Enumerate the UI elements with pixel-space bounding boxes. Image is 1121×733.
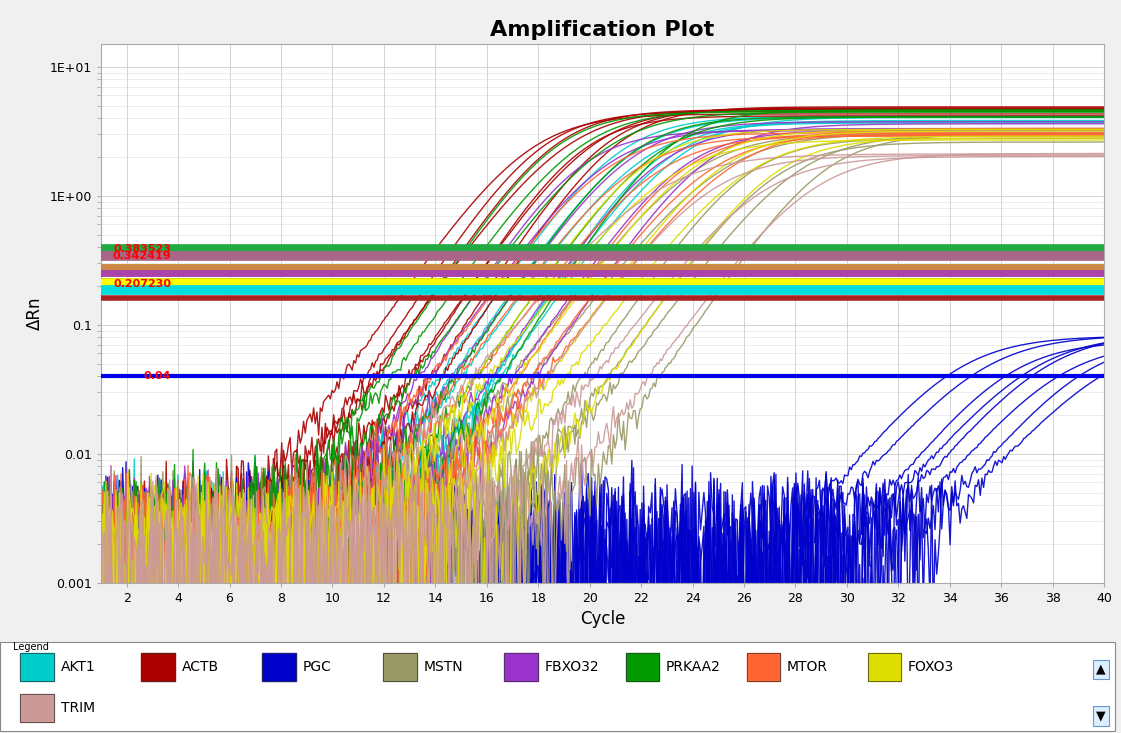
Text: FBXO32: FBXO32 xyxy=(545,660,600,674)
Text: FOXO3: FOXO3 xyxy=(908,660,954,674)
Text: MTOR: MTOR xyxy=(787,660,828,674)
Text: PRKAA2: PRKAA2 xyxy=(666,660,721,674)
Y-axis label: ΔRn: ΔRn xyxy=(26,297,44,330)
Bar xyxy=(626,653,659,682)
Text: 0.383523: 0.383523 xyxy=(113,244,172,254)
Text: MSTN: MSTN xyxy=(424,660,463,674)
Bar xyxy=(20,653,54,682)
Text: PGC: PGC xyxy=(303,660,332,674)
Bar xyxy=(20,653,54,682)
Bar xyxy=(141,653,175,682)
Text: Legend: Legend xyxy=(13,642,49,652)
Text: ACTB: ACTB xyxy=(182,660,219,674)
Bar xyxy=(504,653,538,682)
Text: 0.04: 0.04 xyxy=(143,371,172,381)
Bar xyxy=(747,653,780,682)
Bar xyxy=(262,653,296,682)
Bar xyxy=(141,653,175,682)
Bar xyxy=(383,653,417,682)
Bar xyxy=(383,653,417,682)
Text: ▲: ▲ xyxy=(1096,663,1105,676)
Bar xyxy=(20,693,54,722)
Bar xyxy=(20,693,54,722)
Bar xyxy=(626,653,659,682)
FancyBboxPatch shape xyxy=(0,641,1115,731)
Bar xyxy=(262,653,296,682)
X-axis label: Cycle: Cycle xyxy=(580,611,626,628)
Bar xyxy=(868,653,901,682)
Bar xyxy=(504,653,538,682)
Bar xyxy=(747,653,780,682)
Text: ▼: ▼ xyxy=(1096,710,1105,723)
Text: 0.342419: 0.342419 xyxy=(112,251,172,261)
Text: TRIM: TRIM xyxy=(61,701,94,715)
Bar xyxy=(868,653,901,682)
Text: 0.207230: 0.207230 xyxy=(113,279,172,289)
Text: AKT1: AKT1 xyxy=(61,660,95,674)
Title: Amplification Plot: Amplification Plot xyxy=(490,20,715,40)
